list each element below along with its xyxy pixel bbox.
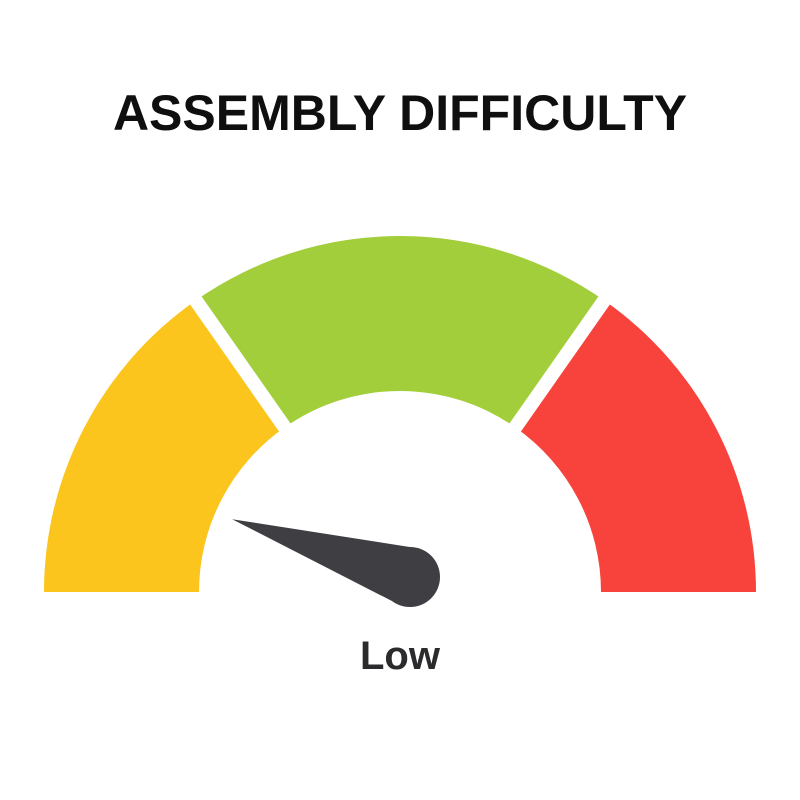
gauge-segment-red <box>515 300 756 592</box>
gauge-segment-green <box>195 235 605 428</box>
gauge-needle-hub <box>380 547 440 607</box>
gauge-segment-yellow <box>44 300 285 592</box>
gauge-value-label: Low <box>360 634 440 678</box>
gauge-divider <box>394 278 623 597</box>
gauge-needle-pointer <box>232 519 420 606</box>
page-title: ASSEMBLY DIFFICULTY <box>112 85 688 141</box>
